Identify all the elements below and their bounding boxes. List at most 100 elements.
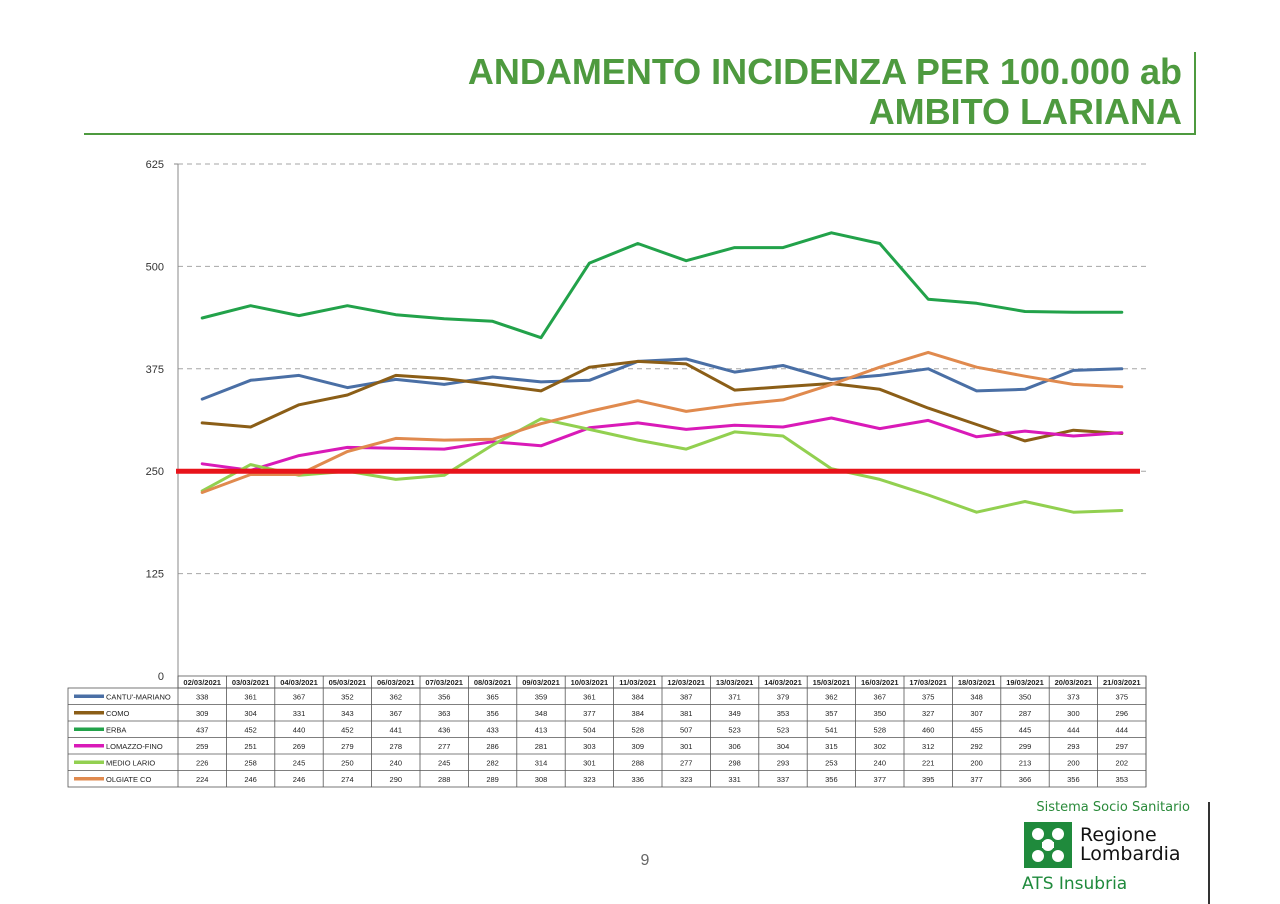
data-label: 353 (777, 709, 790, 718)
data-label: 352 (341, 692, 354, 701)
x-tick-label: 19/03/2021 (1006, 678, 1044, 687)
data-label: 287 (1019, 709, 1032, 718)
data-label: 312 (922, 742, 935, 751)
data-label: 375 (1116, 692, 1129, 701)
y-tick-label: 500 (146, 261, 164, 273)
data-label: 253 (825, 758, 838, 767)
title-side-rule (1194, 52, 1196, 135)
data-label: 440 (293, 725, 306, 734)
data-label: 315 (825, 742, 838, 751)
data-label: 433 (486, 725, 499, 734)
y-tick-label: 0 (158, 671, 164, 683)
page-title: ANDAMENTO INCIDENZA PER 100.000 ab AMBIT… (468, 52, 1182, 132)
x-tick-label: 21/03/2021 (1103, 678, 1141, 687)
logo-top-text: Sistema Socio Sanitario (1036, 800, 1190, 815)
data-label: 251 (244, 742, 257, 751)
data-label: 306 (728, 742, 741, 751)
x-tick-label: 14/03/2021 (764, 678, 802, 687)
data-label: 213 (1019, 758, 1032, 767)
data-label: 288 (438, 775, 451, 784)
data-label: 337 (777, 775, 790, 784)
data-label: 365 (486, 692, 499, 701)
data-label: 304 (244, 709, 257, 718)
data-label: 296 (1116, 709, 1129, 718)
data-label: 367 (874, 692, 887, 701)
data-label: 387 (680, 692, 693, 701)
data-label: 299 (1019, 742, 1032, 751)
data-label: 259 (196, 742, 209, 751)
logo-name-line-2: Lombardia (1080, 843, 1181, 865)
data-label: 356 (438, 692, 451, 701)
data-label: 375 (922, 692, 935, 701)
data-label: 460 (922, 725, 935, 734)
data-label: 444 (1116, 725, 1129, 734)
data-label: 452 (244, 725, 257, 734)
data-label: 279 (341, 742, 354, 751)
data-label: 289 (486, 775, 499, 784)
title-line-2: AMBITO LARIANA (868, 91, 1182, 132)
x-tick-label: 06/03/2021 (377, 678, 415, 687)
data-label: 366 (1019, 775, 1032, 784)
data-label: 343 (341, 709, 354, 718)
data-label: 356 (825, 775, 838, 784)
data-label: 357 (825, 709, 838, 718)
x-tick-label: 04/03/2021 (280, 678, 318, 687)
title-underline (84, 133, 1196, 135)
lombardy-rose-icon (1024, 822, 1072, 868)
data-label: 528 (874, 725, 887, 734)
data-label: 286 (486, 742, 499, 751)
data-label: 300 (1067, 709, 1080, 718)
data-label: 362 (825, 692, 838, 701)
data-label: 359 (535, 692, 548, 701)
x-tick-label: 16/03/2021 (861, 678, 899, 687)
legend-label: OLGIATE CO (106, 775, 151, 784)
data-label: 348 (535, 709, 548, 718)
data-label: 277 (680, 758, 693, 767)
data-label: 541 (825, 725, 838, 734)
legend-label: CANTU'-MARIANO (106, 692, 171, 701)
data-label: 293 (777, 758, 790, 767)
data-label: 338 (196, 692, 209, 701)
x-tick-label: 03/03/2021 (232, 678, 270, 687)
data-label: 336 (632, 775, 645, 784)
data-label: 507 (680, 725, 693, 734)
data-label: 301 (583, 758, 596, 767)
data-label: 303 (583, 742, 596, 751)
series-line-lomazzo-fino (200, 416, 1124, 472)
data-label: 200 (1067, 758, 1080, 767)
data-label: 307 (970, 709, 983, 718)
data-label: 504 (583, 725, 596, 734)
legend-label: MEDIO LARIO (106, 758, 155, 767)
legend-label: COMO (106, 709, 129, 718)
x-tick-label: 05/03/2021 (329, 678, 367, 687)
series-line-olgiate-co (200, 350, 1124, 494)
data-label: 381 (680, 709, 693, 718)
data-label: 221 (922, 758, 935, 767)
data-label: 361 (244, 692, 257, 701)
data-label: 348 (970, 692, 983, 701)
x-tick-label: 18/03/2021 (958, 678, 996, 687)
data-label: 250 (341, 758, 354, 767)
data-label: 367 (390, 709, 403, 718)
legend-label: ERBA (106, 725, 126, 734)
data-label: 304 (777, 742, 790, 751)
data-label: 353 (1116, 775, 1129, 784)
data-label: 282 (486, 758, 499, 767)
data-label: 302 (874, 742, 887, 751)
data-label: 258 (244, 758, 257, 767)
data-label: 309 (196, 709, 209, 718)
data-label: 202 (1116, 758, 1129, 767)
data-label: 367 (293, 692, 306, 701)
data-label: 323 (680, 775, 693, 784)
data-label: 245 (438, 758, 451, 767)
data-label: 379 (777, 692, 790, 701)
data-label: 274 (341, 775, 354, 784)
data-label: 523 (777, 725, 790, 734)
data-label: 356 (1067, 775, 1080, 784)
data-label: 297 (1116, 742, 1129, 751)
data-label: 377 (970, 775, 983, 784)
page-number: 9 (640, 852, 650, 869)
data-label: 292 (970, 742, 983, 751)
data-label: 277 (438, 742, 451, 751)
data-label: 226 (196, 758, 209, 767)
